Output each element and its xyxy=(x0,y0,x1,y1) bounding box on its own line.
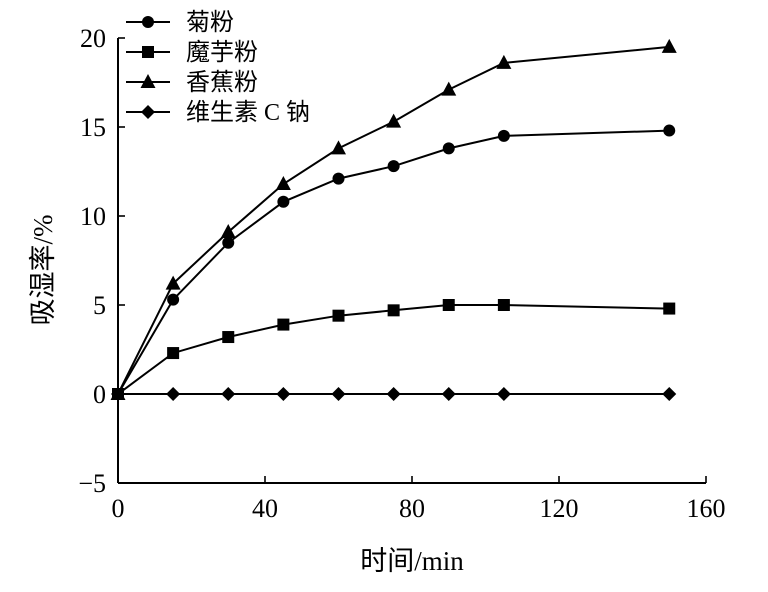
data-point xyxy=(497,129,510,142)
data-point xyxy=(275,175,291,190)
data-point xyxy=(662,387,677,401)
legend-marker xyxy=(142,46,154,58)
data-point xyxy=(663,124,676,137)
legend-item: 维生素 C 钠 xyxy=(126,99,310,126)
legend-marker xyxy=(142,16,154,28)
data-point xyxy=(663,302,676,315)
data-point xyxy=(387,160,400,173)
legend-marker xyxy=(140,74,156,88)
data-point xyxy=(496,387,511,401)
y-tick-label: 20 xyxy=(80,24,106,53)
series-line xyxy=(117,304,670,395)
data-point xyxy=(332,172,345,185)
data-point xyxy=(277,195,290,208)
legend-marker xyxy=(141,105,155,119)
data-point xyxy=(331,140,346,155)
y-tick-label: −5 xyxy=(78,469,106,498)
data-point xyxy=(222,331,235,344)
data-point xyxy=(386,113,402,128)
x-tick-label: 160 xyxy=(687,494,726,523)
data-point xyxy=(331,387,346,401)
y-tick-label: 15 xyxy=(80,113,106,142)
y-axis-title: 吸湿率/% xyxy=(28,215,58,326)
data-point xyxy=(442,142,455,155)
legend-item: 魔芋粉 xyxy=(126,39,258,66)
legend-item: 菊粉 xyxy=(126,9,234,36)
data-point xyxy=(220,224,236,239)
legend-label: 香蕉粉 xyxy=(186,69,258,96)
data-point xyxy=(167,293,180,306)
data-point xyxy=(497,299,510,311)
x-axis-title: 时间/min xyxy=(360,546,464,576)
series-line xyxy=(117,45,670,395)
data-point xyxy=(221,387,236,401)
data-point xyxy=(332,309,345,322)
series-group xyxy=(112,299,676,400)
data-point xyxy=(277,318,290,331)
legend-label: 魔芋粉 xyxy=(186,39,258,66)
series-group xyxy=(112,124,676,400)
data-point xyxy=(661,38,677,53)
data-point xyxy=(386,387,401,401)
x-tick-label: 120 xyxy=(540,494,579,523)
series-group xyxy=(111,387,677,401)
x-tick-label: 0 xyxy=(112,494,125,523)
data-point xyxy=(442,299,455,311)
legend-label: 菊粉 xyxy=(186,9,234,36)
data-point xyxy=(167,347,180,360)
legend-item: 香蕉粉 xyxy=(126,69,258,96)
data-point xyxy=(276,387,291,401)
y-tick-label: 5 xyxy=(93,291,106,320)
data-point xyxy=(441,387,456,401)
y-tick-label: 0 xyxy=(93,380,106,409)
data-point xyxy=(165,275,181,290)
y-tick-label: 10 xyxy=(80,202,106,231)
data-point xyxy=(222,236,235,249)
series-layer xyxy=(110,38,677,401)
data-point xyxy=(496,54,512,69)
legend-label: 维生素 C 钠 xyxy=(186,99,310,126)
data-point xyxy=(387,304,400,317)
data-point xyxy=(441,81,457,96)
x-tick-label: 40 xyxy=(252,494,278,523)
x-tick-label: 80 xyxy=(399,494,425,523)
data-point xyxy=(166,387,181,401)
data-point xyxy=(111,387,125,401)
